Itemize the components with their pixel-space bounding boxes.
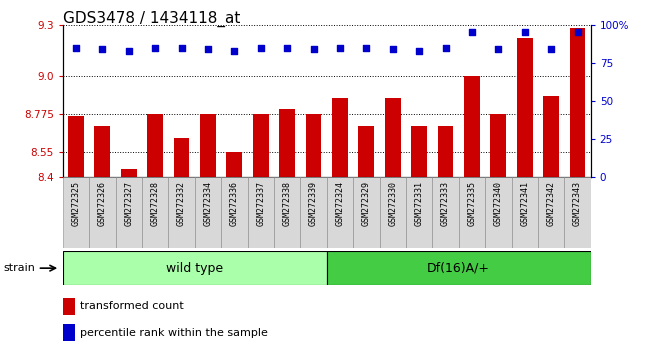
- Text: GSM272331: GSM272331: [414, 181, 424, 225]
- Text: GSM272333: GSM272333: [441, 181, 450, 225]
- Bar: [332, 97, 348, 177]
- Bar: [490, 114, 506, 177]
- Bar: [115, 177, 142, 248]
- Point: [71, 45, 81, 51]
- Text: GSM272339: GSM272339: [309, 181, 318, 225]
- Text: GSM272336: GSM272336: [230, 181, 239, 225]
- Bar: [168, 177, 195, 248]
- Bar: [221, 177, 248, 248]
- Text: GSM272330: GSM272330: [388, 181, 397, 225]
- Bar: [226, 152, 242, 177]
- Text: GSM272332: GSM272332: [177, 181, 186, 225]
- Text: wild type: wild type: [166, 262, 223, 275]
- Point: [361, 45, 372, 51]
- Bar: [274, 177, 300, 248]
- Bar: [379, 177, 406, 248]
- Text: GSM272342: GSM272342: [546, 181, 556, 225]
- Text: GSM272343: GSM272343: [573, 181, 582, 225]
- Bar: [432, 177, 459, 248]
- Text: transformed count: transformed count: [80, 301, 184, 311]
- Bar: [279, 109, 295, 177]
- Text: GSM272341: GSM272341: [520, 181, 529, 225]
- Bar: [306, 114, 321, 177]
- Bar: [570, 28, 585, 177]
- Bar: [512, 177, 538, 248]
- Text: GDS3478 / 1434118_at: GDS3478 / 1434118_at: [63, 11, 240, 27]
- Point: [572, 30, 583, 35]
- Point: [282, 45, 292, 51]
- Bar: [543, 96, 559, 177]
- Text: GSM272326: GSM272326: [98, 181, 107, 225]
- Text: GSM272324: GSM272324: [335, 181, 345, 225]
- Point: [335, 45, 345, 51]
- Point: [546, 46, 556, 52]
- Bar: [327, 177, 353, 248]
- Point: [229, 48, 240, 53]
- Text: GSM272327: GSM272327: [124, 181, 133, 225]
- Text: GSM272329: GSM272329: [362, 181, 371, 225]
- Bar: [517, 38, 533, 177]
- Bar: [147, 114, 163, 177]
- Point: [440, 45, 451, 51]
- Point: [519, 30, 530, 35]
- Bar: [89, 177, 116, 248]
- Point: [493, 46, 504, 52]
- Text: GSM272328: GSM272328: [150, 181, 160, 225]
- Bar: [248, 177, 274, 248]
- Bar: [411, 126, 427, 177]
- Bar: [538, 177, 564, 248]
- Bar: [200, 114, 216, 177]
- Bar: [438, 126, 453, 177]
- Point: [176, 45, 187, 51]
- Text: GSM272335: GSM272335: [467, 181, 477, 225]
- Bar: [68, 116, 84, 177]
- Point: [255, 45, 266, 51]
- Bar: [564, 177, 591, 248]
- Point: [150, 45, 160, 51]
- Bar: [406, 177, 432, 248]
- Text: GSM272334: GSM272334: [203, 181, 213, 225]
- Bar: [195, 177, 221, 248]
- Text: GSM272337: GSM272337: [256, 181, 265, 225]
- Bar: [353, 177, 380, 248]
- Point: [308, 46, 319, 52]
- Bar: [327, 251, 591, 285]
- Text: GSM272338: GSM272338: [282, 181, 292, 225]
- Point: [387, 46, 398, 52]
- Bar: [300, 177, 327, 248]
- Bar: [63, 298, 75, 315]
- Point: [123, 48, 134, 53]
- Text: GSM272325: GSM272325: [71, 181, 81, 225]
- Bar: [174, 138, 189, 177]
- Point: [414, 48, 424, 53]
- Bar: [63, 177, 89, 248]
- Bar: [63, 324, 75, 341]
- Point: [467, 30, 477, 35]
- Point: [97, 46, 108, 52]
- Text: percentile rank within the sample: percentile rank within the sample: [80, 328, 268, 338]
- Bar: [464, 75, 480, 177]
- Text: GSM272340: GSM272340: [494, 181, 503, 225]
- Bar: [358, 126, 374, 177]
- Text: strain: strain: [3, 263, 35, 273]
- Bar: [94, 126, 110, 177]
- Bar: [121, 169, 137, 177]
- Bar: [142, 177, 168, 248]
- Bar: [459, 177, 485, 248]
- Bar: [485, 177, 512, 248]
- Text: Df(16)A/+: Df(16)A/+: [427, 262, 490, 275]
- Point: [203, 46, 213, 52]
- Bar: [253, 114, 269, 177]
- Bar: [63, 251, 327, 285]
- Bar: [385, 97, 401, 177]
